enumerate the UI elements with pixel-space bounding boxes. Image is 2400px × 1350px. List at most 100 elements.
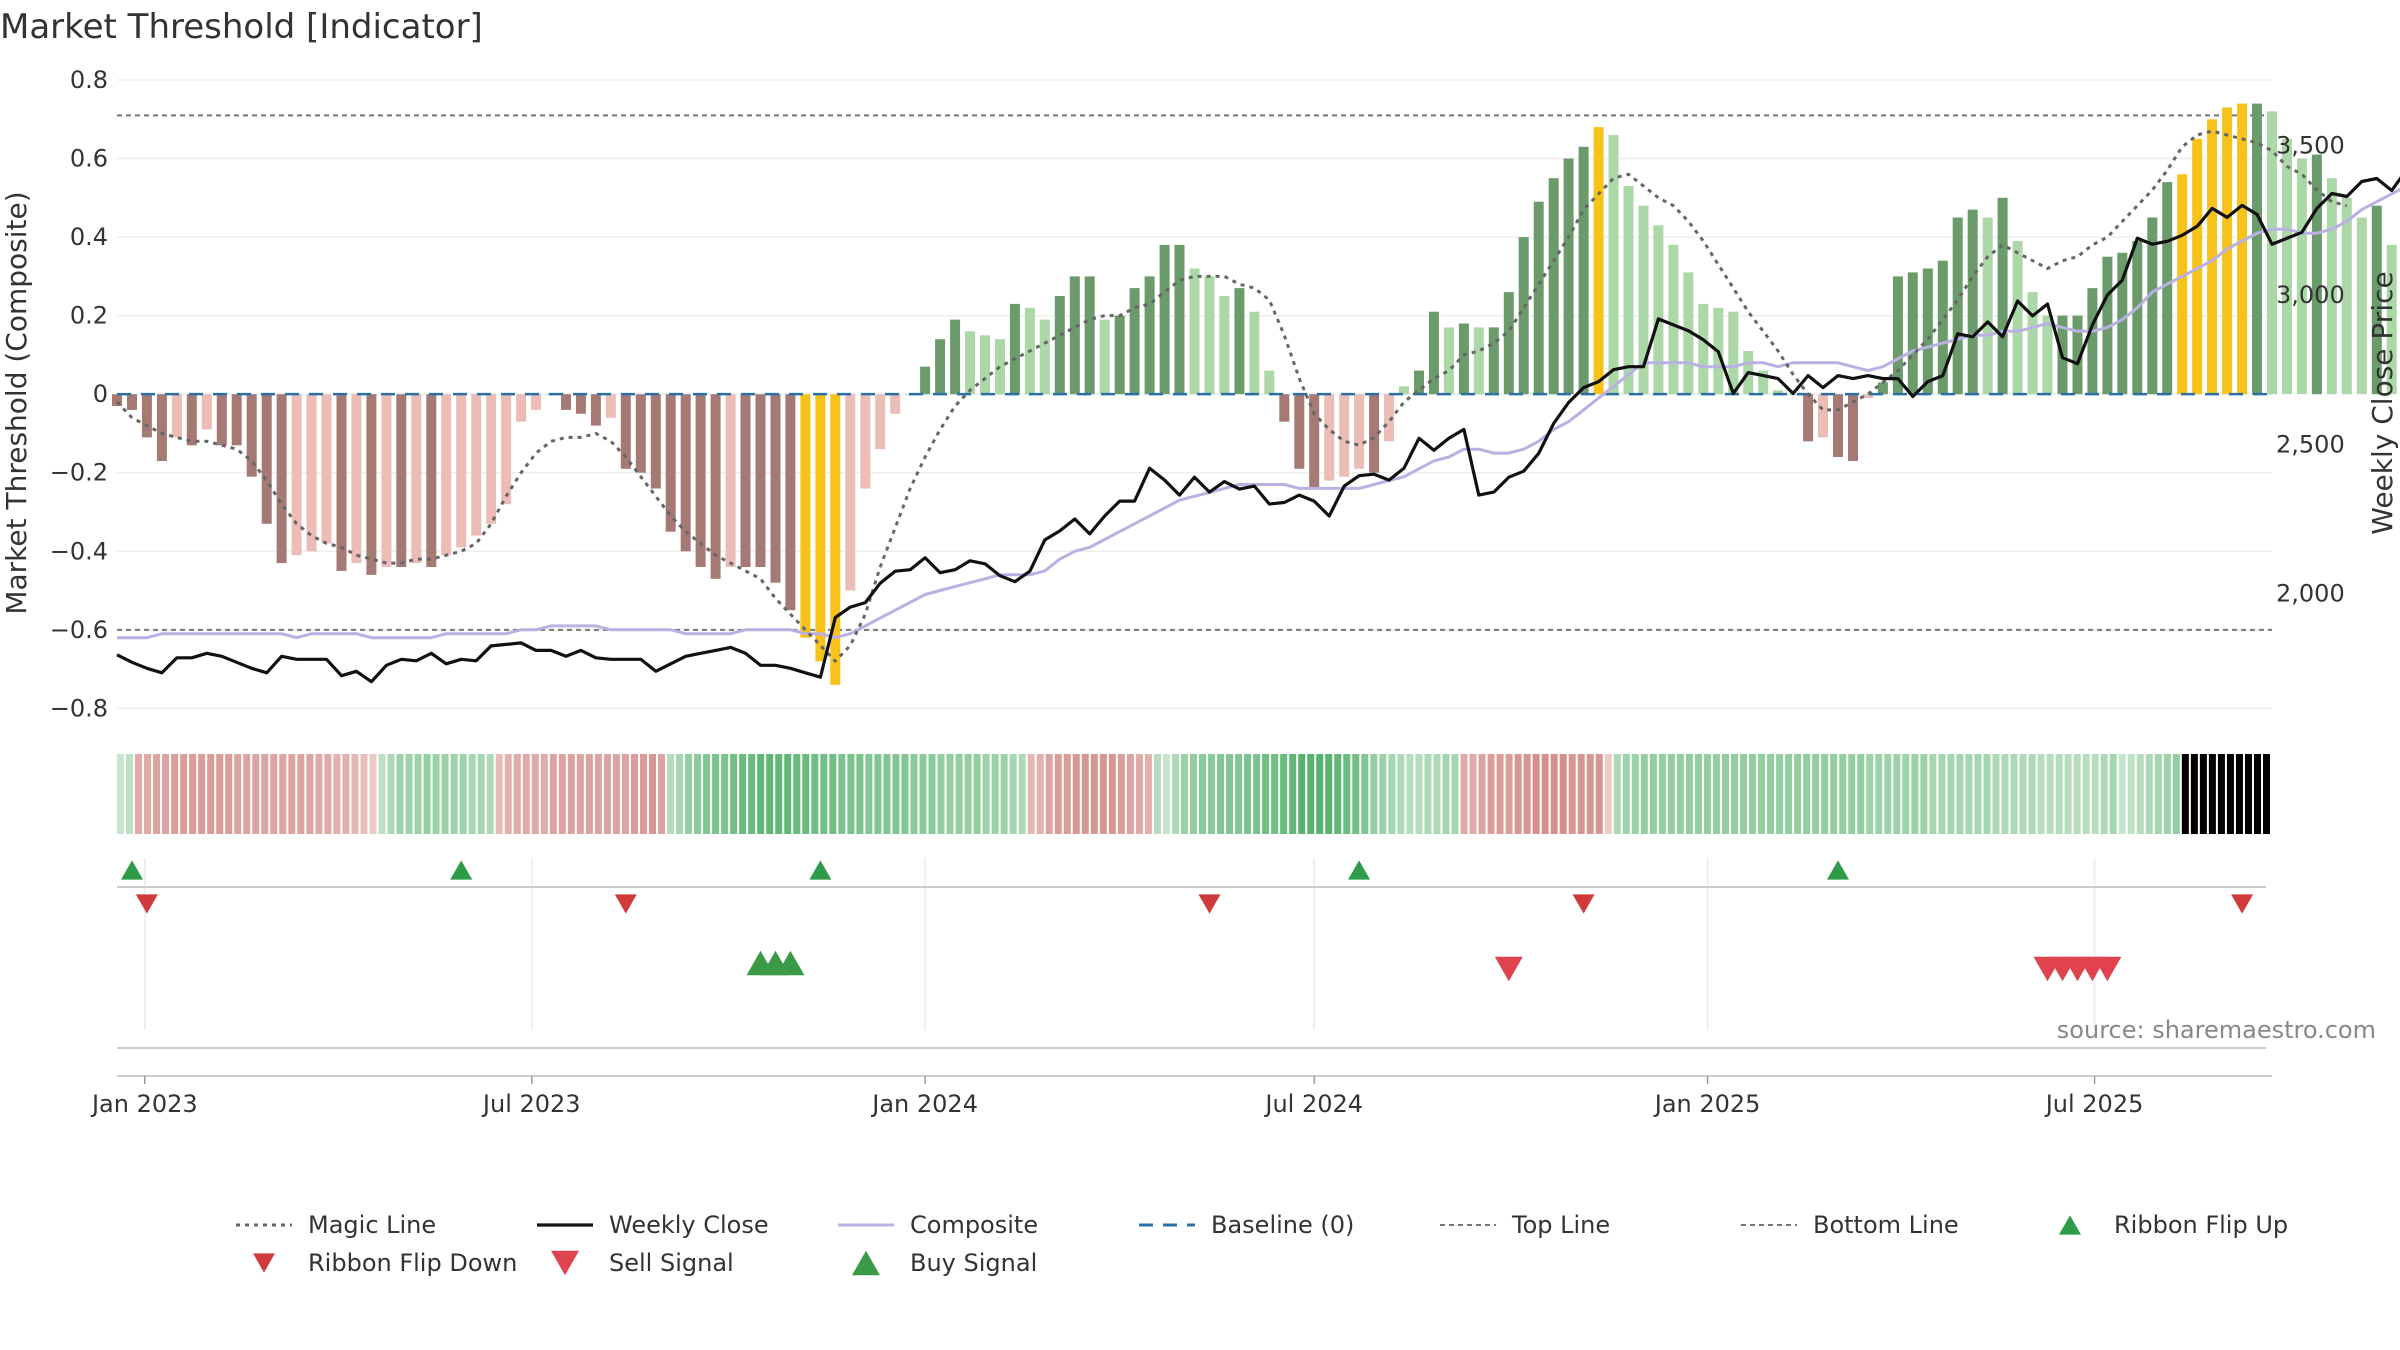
ribbon-cell — [1803, 754, 1811, 834]
ribbon-cell — [567, 754, 575, 834]
composite-bar — [1982, 217, 1993, 395]
ribbon-cell — [2019, 754, 2027, 834]
ribbon-cell — [676, 754, 684, 834]
composite-bar — [2222, 107, 2233, 395]
ribbon-cell — [1442, 754, 1450, 834]
ribbon-cell — [540, 754, 548, 834]
ribbon-cell — [2100, 754, 2108, 834]
ribbon-cell — [1081, 754, 1089, 834]
ribbon-cell — [793, 754, 801, 834]
legend-label: Weekly Close — [609, 1211, 769, 1239]
composite-bar — [1937, 260, 1948, 395]
composite-bar — [246, 394, 257, 477]
ribbon-cell — [1586, 754, 1594, 834]
composite-bar — [695, 394, 706, 567]
sell-signal-marker — [1494, 956, 1523, 982]
ribbon-cell — [667, 754, 675, 834]
ribbon-cell — [1280, 754, 1288, 834]
ribbon-cell — [874, 754, 882, 834]
legend-label: Baseline (0) — [1211, 1211, 1354, 1239]
series-lines — [115, 129, 2400, 684]
ribbon-cell — [342, 754, 350, 834]
ribbon-cell — [1721, 754, 1729, 834]
ribbon-cell — [1334, 754, 1342, 834]
ribbon-cell — [180, 754, 188, 834]
composite-bar — [1129, 288, 1140, 395]
composite-bar — [950, 319, 961, 395]
ribbon-cell — [1424, 754, 1432, 834]
ribbon-cell — [1821, 754, 1829, 834]
composite-bar — [231, 394, 242, 446]
ribbon-cell — [369, 754, 377, 834]
ribbon-cell — [450, 754, 458, 834]
left-tick-label: 0.4 — [70, 223, 108, 251]
left-tick-label: −0.8 — [50, 694, 108, 722]
composite-bar — [1369, 394, 1380, 473]
signal-markers — [117, 860, 2266, 1049]
ribbon-cell — [1063, 754, 1071, 834]
ribbon-cell — [621, 754, 629, 834]
composite-bar — [141, 394, 152, 438]
composite-bar — [635, 394, 646, 473]
ribbon-flip-down-marker — [1198, 894, 1221, 914]
ribbon-cell — [1902, 754, 1910, 834]
ribbon-cell — [2208, 754, 2216, 834]
ribbon-cell — [1794, 754, 1802, 834]
composite-bar — [1803, 394, 1814, 442]
right-tick-label: 3,000 — [2276, 281, 2345, 309]
composite-bar — [171, 394, 182, 438]
composite-bar — [1907, 272, 1918, 395]
ribbon-cell — [1640, 754, 1648, 834]
ribbon-cell — [486, 754, 494, 834]
ribbon-cell — [1649, 754, 1657, 834]
composite-bar — [1548, 178, 1559, 395]
ribbon-flip-up-marker — [1827, 860, 1849, 880]
ribbon-cell — [207, 754, 215, 834]
ribbon-cell — [766, 754, 774, 834]
ribbon-cell — [1911, 754, 1919, 834]
ribbon-cell — [1992, 754, 2000, 834]
composite-bar — [1399, 386, 1409, 395]
composite-bar — [1249, 311, 1260, 395]
composite-bar — [2207, 119, 2218, 395]
ribbon-cell — [1153, 754, 1161, 834]
ribbon-cell — [522, 754, 530, 834]
ribbon-cell — [883, 754, 891, 834]
composite-bar — [2012, 241, 2023, 395]
ribbon-cell — [135, 754, 143, 834]
legend-swatch — [2059, 1215, 2081, 1235]
ribbon-cell — [2172, 754, 2180, 834]
ribbon-cell — [2073, 754, 2081, 834]
composite-bar — [2252, 103, 2262, 395]
legend-label: Composite — [910, 1211, 1038, 1239]
ribbon-cell — [1685, 754, 1693, 834]
composite-bar — [1099, 319, 1110, 395]
ribbon-cell — [1965, 754, 1973, 834]
composite-bar — [2326, 178, 2337, 395]
composite-bar — [755, 394, 766, 567]
ribbon-cell — [594, 754, 602, 834]
ribbon-cell — [964, 754, 972, 834]
ribbon-cell — [1776, 754, 1784, 834]
ribbon-cell — [1009, 754, 1017, 834]
composite-bar — [486, 394, 497, 524]
ribbon-cell — [1956, 754, 1964, 834]
composite-bar — [1503, 292, 1514, 395]
guide-lines — [117, 114, 2272, 631]
ribbon-cell — [730, 754, 738, 834]
composite-bar — [845, 394, 856, 591]
ribbon-cell — [1848, 754, 1856, 834]
ribbon-cell — [2091, 754, 2099, 834]
composite-bar — [1728, 311, 1739, 395]
composite-bar — [725, 394, 736, 567]
ribbon-cell — [2235, 754, 2243, 834]
composite-bar — [1967, 209, 1978, 395]
ribbon-cell — [757, 754, 765, 834]
ribbon-cell — [784, 754, 792, 834]
ribbon-cell — [1938, 754, 1946, 834]
ribbon-cell — [2199, 754, 2207, 834]
composite-bar — [1324, 394, 1335, 481]
ribbon-cell — [1893, 754, 1901, 834]
ribbon-cell — [531, 754, 539, 834]
ribbon-cell — [270, 754, 278, 834]
